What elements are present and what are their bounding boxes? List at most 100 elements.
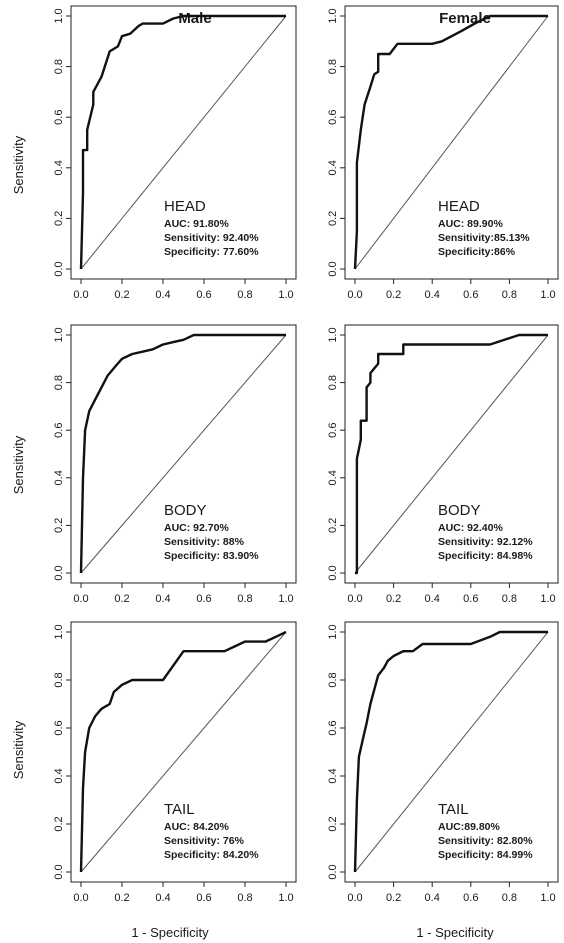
y-tick-label: 0.4 [327,160,339,175]
roc-panel-male-body: 0.0 0.2 0.4 0.6 0.8 1.0 0.0 0.2 0.4 0.6 0.8 1.0 BODY… [53,324,297,605]
x-tick-label: 0.6 [196,593,211,605]
x-tick-label: 0.2 [114,593,129,605]
plot-frame [344,621,559,883]
y-tick-label: 0.2 [327,816,339,831]
x-tick-label: 0.4 [425,289,440,301]
x-tick-label: 0.6 [463,593,478,605]
x-tick-label: 1.0 [540,289,555,301]
y-tick-label: 0.8 [327,59,339,74]
reference-diagonal [80,15,287,270]
roc-curve [353,630,548,873]
plot-frame [70,621,297,883]
y-tick-label: 0.6 [53,423,65,438]
sensitivity-label: Sensitivity:85.13% [438,232,530,244]
auc-label: AUC: 91.80% [164,218,229,230]
y-tick-label: 0.2 [53,816,65,831]
y-tick-label: 0.6 [327,720,339,735]
region-label: BODY [164,502,207,519]
roc-panel-male-head: 0.0 0.2 0.4 0.6 0.8 1.0 0.0 0.2 0.4 0.6 0.8 1.0 HEAD… [53,5,297,301]
x-tick-label: 0.6 [196,289,211,301]
sensitivity-label: Sensitivity: 76% [164,835,245,847]
x-tick-label: 0.0 [347,593,362,605]
y-tick-label: 0.8 [327,375,339,390]
plot-frame [344,324,559,584]
x-tick-label: 1.0 [540,593,555,605]
x-tick-label: 0.4 [425,892,440,904]
reference-diagonal [80,631,287,873]
x-tick-label: 1.0 [278,892,293,904]
auc-label: AUC: 92.70% [164,522,229,534]
auc-label: AUC:89.80% [438,821,501,833]
reference-diagonal [80,334,287,574]
y-tick-label: 0.2 [53,518,65,533]
x-axis-label-male: 1 - Specificity [131,925,209,940]
roc-panel-female-body: 0.0 0.2 0.4 0.6 0.8 1.0 0.0 0.2 0.4 0.6 0.8 1.0 BODY… [327,324,559,605]
sensitivity-label: Sensitivity: 82.80% [438,835,533,847]
x-tick-label: 0.2 [386,289,401,301]
x-tick-label: 0.0 [73,289,88,301]
sensitivity-label: Sensitivity: 88% [164,536,245,548]
sensitivity-label: Sensitivity: 92.12% [438,536,533,548]
roc-curve [79,14,286,270]
x-tick-label: 1.0 [278,593,293,605]
reference-diagonal [354,15,549,270]
reference-diagonal [354,631,549,873]
region-label: TAIL [164,801,195,818]
y-tick-label: 0.8 [327,672,339,687]
column-title-male: Male [178,10,211,27]
plot-frame [344,5,559,280]
specificity-label: Specificity: 77.60% [164,246,259,258]
y-tick-label: 0.8 [53,672,65,687]
x-tick-label: 0.4 [425,593,440,605]
x-tick-label: 0.0 [73,892,88,904]
y-tick-label: 0.6 [327,110,339,125]
roc-curve [353,14,548,270]
specificity-label: Specificity: 83.90% [164,550,259,562]
roc-curve [79,333,286,574]
x-tick-label: 0.2 [386,892,401,904]
x-tick-label: 0.8 [237,892,252,904]
roc-panel-female-head: 0.0 0.2 0.4 0.6 0.8 1.0 0.0 0.2 0.4 0.6 0.8 1.0 HEAD… [327,5,559,301]
x-tick-label: 0.8 [237,289,252,301]
x-tick-label: 0.4 [155,289,170,301]
roc-panels: 0.0 0.2 0.4 0.6 0.8 1.0 0.0 0.2 0.4 0.6 0.8 1.0 HEAD… [53,5,559,904]
region-label: BODY [438,502,481,519]
y-tick-label: 1.0 [53,624,65,639]
region-label: TAIL [438,801,469,818]
y-tick-label: 0.4 [53,160,65,175]
auc-label: AUC: 84.20% [164,821,229,833]
y-tick-label: 0.2 [53,211,65,226]
x-tick-label: 0.2 [114,892,129,904]
y-tick-label: 0.2 [327,211,339,226]
y-axis-label-row-2: Sensitivity [11,435,26,494]
x-tick-label: 1.0 [540,892,555,904]
x-tick-label: 0.8 [237,593,252,605]
specificity-label: Specificity: 84.20% [164,849,259,861]
region-label: HEAD [164,198,206,215]
y-tick-label: 0.0 [53,864,65,879]
y-tick-label: 0.4 [327,768,339,783]
y-tick-label: 0.0 [53,261,65,276]
x-tick-label: 0.8 [502,289,517,301]
y-axis-label-row-1: Sensitivity [11,135,26,194]
x-tick-label: 0.2 [114,289,129,301]
y-tick-label: 0.0 [327,261,339,276]
x-tick-label: 0.6 [463,289,478,301]
roc-curve [355,333,548,575]
sensitivity-label: Sensitivity: 92.40% [164,232,259,244]
roc-panel-female-tail: 0.0 0.2 0.4 0.6 0.8 1.0 0.0 0.2 0.4 0.6 0.8 1.0 TAIL… [327,621,559,904]
x-tick-label: 0.8 [502,593,517,605]
y-tick-label: 0.8 [53,375,65,390]
y-tick-label: 0.0 [53,565,65,580]
x-tick-label: 0.4 [155,593,170,605]
roc-panel-male-tail: 0.0 0.2 0.4 0.6 0.8 1.0 0.0 0.2 0.4 0.6 0.8 1.0 TAIL… [53,621,297,904]
y-tick-label: 1.0 [327,624,339,639]
region-label: HEAD [438,198,480,215]
y-tick-label: 1.0 [53,327,65,342]
roc-curve [79,630,287,873]
x-axis-label-female: 1 - Specificity [416,925,494,940]
specificity-label: Specificity:86% [438,246,516,258]
x-tick-label: 0.0 [347,892,362,904]
x-tick-label: 0.6 [196,892,211,904]
x-tick-label: 0.6 [463,892,478,904]
